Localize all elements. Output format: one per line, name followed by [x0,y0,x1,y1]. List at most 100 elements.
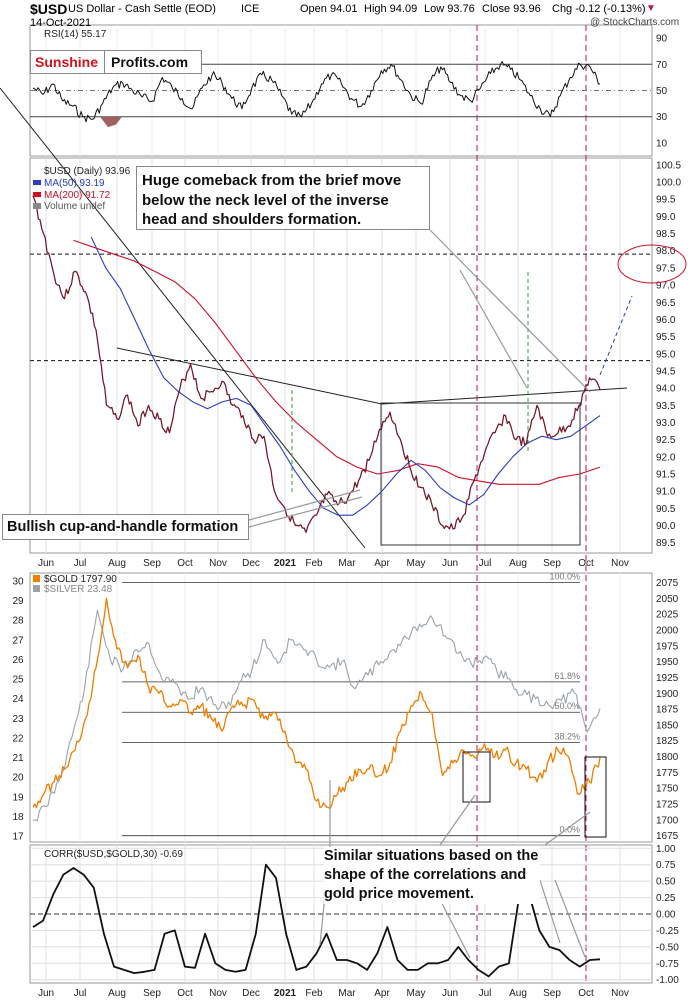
usd-y-tick-label: 99.0 [656,212,676,223]
logo-part-profits: Profits.com [111,54,189,70]
silver-y-tick-label: 19 [12,792,24,803]
gold-y-tick-label: 1675 [656,831,679,842]
corr-x-tick-label: Nov [611,988,629,999]
usd-x-tick-label: Aug [509,558,527,569]
usd-neckline-left [116,347,383,405]
corr-x-tick-label: Nov [209,988,227,999]
ma50-legend-label: MA(50) 93.19 [44,178,105,189]
cup-callout-line [248,489,361,521]
usd-y-tick-label: 99.5 [656,195,676,206]
usd-target-circle [617,244,687,284]
usd-projection-line [599,295,633,376]
usd-y-tick-label: 95.5 [656,332,676,343]
volume-legend-swatch [33,203,41,209]
gold-y-tick-label: 1725 [656,800,679,811]
usd-x-tick-label: Jun [38,558,54,569]
gold-y-tick-label: 1850 [656,720,679,731]
comeback-annotation: Huge comeback from the brief move below … [136,166,430,230]
fib-level-label: 38.2% [554,732,580,742]
usd-y-tick-label: 100.5 [656,160,681,171]
corr-x-tick-label: Sep [143,988,161,999]
gold-y-tick-label: 1875 [656,705,679,716]
gold-y-tick-label: 1775 [656,768,679,779]
chart-symbol-name: US Dollar - Cash Settle (EOD) [68,3,216,15]
silver-legend-swatch [33,585,40,592]
silver-y-tick-label: 27 [12,635,24,646]
usd-y-tick-label: 98.0 [656,246,676,257]
comeback-callout-line [459,269,528,389]
similar-callout-line [544,811,591,846]
silver-y-tick-label: 18 [12,812,24,823]
usd-y-tick-label: 92.0 [656,452,676,463]
corr-x-tick-label: Jun [442,988,458,999]
similar-callout-line [554,879,586,958]
chart-symbol: $USD [30,1,68,17]
gold-y-tick-label: 1900 [656,689,679,700]
rsi-y-tick-label: 70 [656,60,668,71]
corr-x-tick-label: Jul [74,988,87,999]
silver-y-tick-label: 22 [12,733,24,744]
corr-y-tick-label: 0.25 [656,893,676,904]
gold-y-tick-label: 1925 [656,673,679,684]
quote-open: Open 94.01 [300,3,358,15]
gold-y-tick-label: 1950 [656,657,679,668]
silver-y-tick-label: 23 [12,714,24,725]
gold-y-tick-label: 1975 [656,641,679,652]
usd-y-tick-label: 97.0 [656,281,676,292]
usd-x-tick-label: Oct [578,558,594,569]
usd-y-tick-label: 98.5 [656,229,676,240]
usd-y-tick-label: 95.0 [656,349,676,360]
rsi-title: RSI(14) 55.17 [44,29,107,40]
quote-change-marker: ▼ [646,3,656,14]
usd-x-tick-label: Mar [338,558,356,569]
similar-callout-line [539,879,561,944]
usd-y-tick-label: 91.0 [656,487,676,498]
corr-title: CORR($USD,$GOLD,30) -0.69 [44,849,183,860]
usd-y-tick-label: 89.5 [656,538,676,549]
comeback-annotation-line-3: head and shoulders formation. [142,211,362,228]
sunshine-profits-logo: Sunshine Profits.com [30,50,202,74]
silver-y-tick-label: 30 [12,576,24,587]
corr-y-tick-label: 0.50 [656,877,676,888]
usd-x-tick-label: Aug [108,558,126,569]
usd-y-tick-label: 96.0 [656,315,676,326]
corr-x-tick-label: Sep [543,988,561,999]
corr-y-tick-label: 1.00 [656,844,676,855]
gold-legend-swatch [33,575,40,582]
usd-title: $USD (Daily) 93.96 [44,166,131,177]
usd-x-tick-label: Jul [74,558,87,569]
fib-level-label: 50.0% [554,701,580,711]
usd-y-tick-label: 91.5 [656,470,676,481]
similar-annotation-line-1: Similar situations based on the [324,847,540,866]
similar-annotation-line-2: shape of the correlations and [324,866,540,885]
usd-neckline-right [381,387,628,405]
fib-level-label: 100.0% [549,571,580,581]
comeback-annotation-line-2: below the neck level of the inverse [142,191,389,209]
silver-legend-label: $SILVER 23.48 [44,584,113,595]
chart-exchange: ICE [241,3,260,15]
corr-y-tick-label: 0.75 [656,860,676,871]
silver-y-tick-label: 26 [12,655,24,666]
usd-y-tick-label: 90.5 [656,504,676,515]
stockcharts-watermark: @ StockCharts.com [590,17,680,28]
silver-y-tick-label: 17 [12,832,24,843]
quote-high: High 94.09 [364,3,418,15]
silver-y-tick-label: 29 [12,596,24,607]
comeback-annotation-line-1: Huge comeback from the brief move [142,172,402,189]
gold-y-tick-label: 2000 [656,625,679,636]
silver-y-tick-label: 21 [12,753,24,764]
similar-situations-annotation: Similar situations based on the shape of… [318,844,546,906]
corr-x-tick-label: Apr [374,988,390,999]
corr-line [32,863,601,978]
usd-y-tick-label: 94.5 [656,366,676,377]
fib-level-label: 61.8% [554,671,580,681]
silver-y-tick-label: 25 [12,675,24,686]
gold-y-tick-label: 2050 [656,594,679,605]
rsi-y-tick-label: 10 [656,138,668,149]
similar-annotation-line-3: gold price movement. [324,885,540,904]
silver-y-tick-label: 28 [12,616,24,627]
volume-legend-label: Volume undef [44,201,105,212]
corr-y-tick-label: -0.50 [656,942,679,953]
corr-x-tick-label: Oct [177,988,193,999]
corr-x-tick-label: Feb [305,988,323,999]
